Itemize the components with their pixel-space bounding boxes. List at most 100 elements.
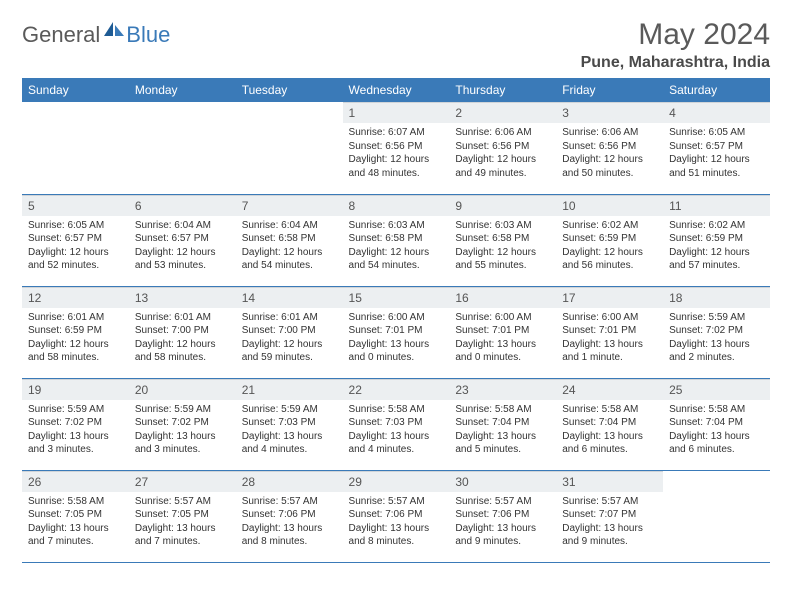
day-number: 20 [129, 379, 236, 400]
brand-part2: Blue [126, 22, 170, 48]
day-cell: 30Sunrise: 5:57 AMSunset: 7:06 PMDayligh… [449, 470, 556, 562]
day-cell: 28Sunrise: 5:57 AMSunset: 7:06 PMDayligh… [236, 470, 343, 562]
day-number: 23 [449, 379, 556, 400]
week-row: 12Sunrise: 6:01 AMSunset: 6:59 PMDayligh… [22, 286, 770, 378]
day-cell: 3Sunrise: 6:06 AMSunset: 6:56 PMDaylight… [556, 102, 663, 194]
week-row: ......1Sunrise: 6:07 AMSunset: 6:56 PMDa… [22, 102, 770, 194]
day-number: 5 [22, 195, 129, 216]
day-details: Sunrise: 5:59 AMSunset: 7:02 PMDaylight:… [129, 400, 236, 461]
day-cell: 23Sunrise: 5:58 AMSunset: 7:04 PMDayligh… [449, 378, 556, 470]
calendar-table: Sunday Monday Tuesday Wednesday Thursday… [22, 78, 770, 563]
dayhead-sun: Sunday [22, 78, 129, 102]
day-details: Sunrise: 6:02 AMSunset: 6:59 PMDaylight:… [556, 216, 663, 277]
day-details: Sunrise: 5:58 AMSunset: 7:04 PMDaylight:… [449, 400, 556, 461]
location: Pune, Maharashtra, India [581, 54, 770, 72]
day-details: Sunrise: 6:05 AMSunset: 6:57 PMDaylight:… [663, 123, 770, 184]
day-number: 18 [663, 287, 770, 308]
day-number: 9 [449, 195, 556, 216]
day-number: 31 [556, 471, 663, 492]
day-details: Sunrise: 6:07 AMSunset: 6:56 PMDaylight:… [343, 123, 450, 184]
day-cell: 15Sunrise: 6:00 AMSunset: 7:01 PMDayligh… [343, 286, 450, 378]
day-cell: 20Sunrise: 5:59 AMSunset: 7:02 PMDayligh… [129, 378, 236, 470]
day-number: 7 [236, 195, 343, 216]
day-number: 10 [556, 195, 663, 216]
day-details: Sunrise: 5:59 AMSunset: 7:03 PMDaylight:… [236, 400, 343, 461]
day-number: 29 [343, 471, 450, 492]
day-cell: 7Sunrise: 6:04 AMSunset: 6:58 PMDaylight… [236, 194, 343, 286]
day-details: Sunrise: 6:03 AMSunset: 6:58 PMDaylight:… [449, 216, 556, 277]
day-cell: 14Sunrise: 6:01 AMSunset: 7:00 PMDayligh… [236, 286, 343, 378]
day-details: Sunrise: 5:58 AMSunset: 7:04 PMDaylight:… [663, 400, 770, 461]
day-number: 27 [129, 471, 236, 492]
day-details: Sunrise: 5:57 AMSunset: 7:06 PMDaylight:… [449, 492, 556, 553]
day-cell: 26Sunrise: 5:58 AMSunset: 7:05 PMDayligh… [22, 470, 129, 562]
header: General Blue May 2024 Pune, Maharashtra,… [22, 18, 770, 72]
day-number: 3 [556, 102, 663, 123]
day-number: 4 [663, 102, 770, 123]
dayhead-wed: Wednesday [343, 78, 450, 102]
week-row: 19Sunrise: 5:59 AMSunset: 7:02 PMDayligh… [22, 378, 770, 470]
day-cell: .. [236, 102, 343, 194]
day-cell: 10Sunrise: 6:02 AMSunset: 6:59 PMDayligh… [556, 194, 663, 286]
calendar-body: ......1Sunrise: 6:07 AMSunset: 6:56 PMDa… [22, 102, 770, 562]
day-number: 19 [22, 379, 129, 400]
week-row: 26Sunrise: 5:58 AMSunset: 7:05 PMDayligh… [22, 470, 770, 562]
day-details: Sunrise: 6:01 AMSunset: 7:00 PMDaylight:… [236, 308, 343, 369]
day-details: Sunrise: 5:59 AMSunset: 7:02 PMDaylight:… [22, 400, 129, 461]
day-number: 13 [129, 287, 236, 308]
dayhead-mon: Monday [129, 78, 236, 102]
day-details: Sunrise: 6:06 AMSunset: 6:56 PMDaylight:… [556, 123, 663, 184]
day-cell: 19Sunrise: 5:59 AMSunset: 7:02 PMDayligh… [22, 378, 129, 470]
day-details: Sunrise: 5:57 AMSunset: 7:06 PMDaylight:… [343, 492, 450, 553]
day-details: Sunrise: 6:00 AMSunset: 7:01 PMDaylight:… [556, 308, 663, 369]
day-number: 2 [449, 102, 556, 123]
day-details: Sunrise: 6:03 AMSunset: 6:58 PMDaylight:… [343, 216, 450, 277]
day-details: Sunrise: 6:00 AMSunset: 7:01 PMDaylight:… [343, 308, 450, 369]
day-number: 6 [129, 195, 236, 216]
day-number: 17 [556, 287, 663, 308]
day-number: 24 [556, 379, 663, 400]
day-details: Sunrise: 6:01 AMSunset: 6:59 PMDaylight:… [22, 308, 129, 369]
day-details: Sunrise: 5:57 AMSunset: 7:05 PMDaylight:… [129, 492, 236, 553]
day-cell: 27Sunrise: 5:57 AMSunset: 7:05 PMDayligh… [129, 470, 236, 562]
brand-part1: General [22, 22, 100, 48]
day-number: 11 [663, 195, 770, 216]
day-number: 25 [663, 379, 770, 400]
day-number: 26 [22, 471, 129, 492]
day-number: 8 [343, 195, 450, 216]
dayhead-fri: Friday [556, 78, 663, 102]
day-details: Sunrise: 6:02 AMSunset: 6:59 PMDaylight:… [663, 216, 770, 277]
day-details: Sunrise: 6:04 AMSunset: 6:58 PMDaylight:… [236, 216, 343, 277]
day-cell: .. [129, 102, 236, 194]
title-block: May 2024 Pune, Maharashtra, India [581, 18, 770, 72]
dayhead-sat: Saturday [663, 78, 770, 102]
day-cell: .. [22, 102, 129, 194]
brand-logo: General Blue [22, 18, 170, 48]
week-row: 5Sunrise: 6:05 AMSunset: 6:57 PMDaylight… [22, 194, 770, 286]
day-number: 22 [343, 379, 450, 400]
day-details: Sunrise: 5:58 AMSunset: 7:03 PMDaylight:… [343, 400, 450, 461]
day-details: Sunrise: 5:57 AMSunset: 7:06 PMDaylight:… [236, 492, 343, 553]
day-details: Sunrise: 5:58 AMSunset: 7:04 PMDaylight:… [556, 400, 663, 461]
day-number: 30 [449, 471, 556, 492]
day-cell: 29Sunrise: 5:57 AMSunset: 7:06 PMDayligh… [343, 470, 450, 562]
day-cell: 25Sunrise: 5:58 AMSunset: 7:04 PMDayligh… [663, 378, 770, 470]
day-cell: 24Sunrise: 5:58 AMSunset: 7:04 PMDayligh… [556, 378, 663, 470]
sail-icon [104, 21, 124, 42]
day-details: Sunrise: 5:57 AMSunset: 7:07 PMDaylight:… [556, 492, 663, 553]
day-cell: .. [663, 470, 770, 562]
dayhead-thu: Thursday [449, 78, 556, 102]
day-details: Sunrise: 6:01 AMSunset: 7:00 PMDaylight:… [129, 308, 236, 369]
day-details: Sunrise: 5:59 AMSunset: 7:02 PMDaylight:… [663, 308, 770, 369]
day-header-row: Sunday Monday Tuesday Wednesday Thursday… [22, 78, 770, 102]
dayhead-tue: Tuesday [236, 78, 343, 102]
day-number: 21 [236, 379, 343, 400]
day-cell: 1Sunrise: 6:07 AMSunset: 6:56 PMDaylight… [343, 102, 450, 194]
month-title: May 2024 [581, 18, 770, 52]
day-number: 15 [343, 287, 450, 308]
day-cell: 9Sunrise: 6:03 AMSunset: 6:58 PMDaylight… [449, 194, 556, 286]
day-cell: 21Sunrise: 5:59 AMSunset: 7:03 PMDayligh… [236, 378, 343, 470]
day-cell: 16Sunrise: 6:00 AMSunset: 7:01 PMDayligh… [449, 286, 556, 378]
day-cell: 6Sunrise: 6:04 AMSunset: 6:57 PMDaylight… [129, 194, 236, 286]
day-cell: 18Sunrise: 5:59 AMSunset: 7:02 PMDayligh… [663, 286, 770, 378]
